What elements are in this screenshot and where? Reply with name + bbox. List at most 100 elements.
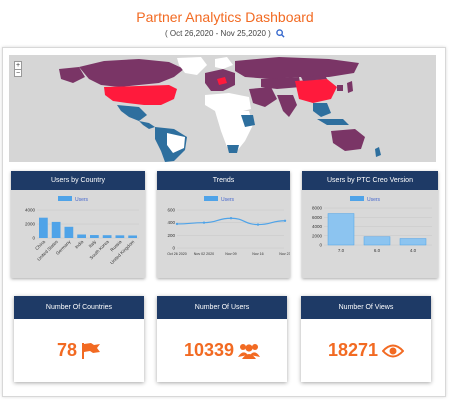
country-bar bbox=[90, 235, 99, 238]
page-title: Partner Analytics Dashboard bbox=[136, 9, 314, 25]
country-xtick-label: Italy bbox=[88, 239, 98, 249]
world-map-svg bbox=[59, 57, 381, 162]
map-region-usa[interactable] bbox=[104, 85, 177, 105]
map-region-germany[interactable] bbox=[217, 77, 227, 85]
eye-icon bbox=[381, 344, 405, 358]
trends-point bbox=[202, 221, 206, 224]
map-region-korea[interactable] bbox=[337, 85, 343, 91]
users-count: 10339 bbox=[183, 340, 235, 360]
date-range-label: ( Oct 26,2020 - Nov 25,2020 ) bbox=[164, 29, 271, 38]
version-ytick-label: 8000 bbox=[312, 206, 323, 211]
trends-legend-label: Users bbox=[221, 197, 235, 203]
map-region-central-america[interactable] bbox=[139, 121, 155, 129]
map-region-southeast-asia[interactable] bbox=[313, 103, 331, 117]
trends-ytick-label: 200 bbox=[167, 233, 175, 238]
country-bar bbox=[115, 235, 125, 238]
country-bar bbox=[77, 234, 86, 238]
map-region-australia[interactable] bbox=[331, 129, 365, 151]
country-xtick-label: Germany bbox=[55, 239, 72, 256]
countries-card: Number Of Countries 78 bbox=[14, 296, 144, 382]
map-region-india[interactable] bbox=[277, 95, 297, 117]
version-bar bbox=[327, 213, 355, 246]
views-card-value-wrap: 18271 bbox=[301, 340, 431, 361]
version-xtick-label: 7.0 bbox=[338, 248, 345, 253]
map-zoom-control: + − bbox=[14, 61, 22, 77]
map-region-scandinavia[interactable] bbox=[215, 57, 233, 69]
version-bar bbox=[363, 236, 391, 246]
country-bar bbox=[51, 221, 61, 238]
country-legend-swatch bbox=[58, 196, 72, 201]
country-ytick-label: 0 bbox=[32, 236, 35, 241]
country-xtick-label: India bbox=[74, 239, 85, 250]
country-bar bbox=[39, 217, 48, 238]
map-region-east-africa[interactable] bbox=[241, 115, 255, 127]
trends-xtick-label: Nov 09 bbox=[225, 252, 236, 256]
country-bar bbox=[64, 226, 74, 238]
views-count: 18271 bbox=[327, 340, 379, 360]
map-region-mexico[interactable] bbox=[117, 105, 147, 121]
map-region-canada[interactable] bbox=[79, 59, 184, 87]
date-range: ( Oct 26,2020 - Nov 25,2020 ) bbox=[0, 29, 450, 38]
map-region-middle-east[interactable] bbox=[249, 87, 277, 107]
country-bar bbox=[128, 235, 137, 238]
countries-count: 78 bbox=[56, 340, 78, 360]
map-region-china[interactable] bbox=[295, 79, 337, 103]
map-region-central-asia[interactable] bbox=[261, 77, 301, 89]
countries-card-value-wrap: 78 bbox=[14, 340, 144, 361]
version-ytick-label: 0 bbox=[319, 243, 322, 248]
countries-card-title: Number Of Countries bbox=[14, 296, 144, 319]
trends-xtick-label: Nov 16 bbox=[252, 252, 263, 256]
country-ytick-label: 2000 bbox=[25, 222, 36, 227]
version-legend-label: Users bbox=[367, 197, 381, 203]
users-by-version-panel: Users by PTC Creo Version Users 8000 6000 4… bbox=[302, 171, 438, 278]
map-region-mongolia[interactable] bbox=[301, 75, 327, 81]
map-region-north-africa[interactable] bbox=[205, 93, 251, 113]
users-icon bbox=[238, 344, 261, 359]
trends-xtick-label: Nov 23 bbox=[279, 252, 290, 256]
map-region-brazil[interactable] bbox=[167, 133, 185, 153]
zoom-out-button[interactable]: − bbox=[15, 69, 21, 77]
world-map[interactable]: + − bbox=[9, 55, 436, 162]
map-region-russia[interactable] bbox=[235, 57, 359, 79]
map-region-japan[interactable] bbox=[347, 81, 353, 93]
country-ytick-label: 4000 bbox=[25, 208, 36, 213]
trends-point bbox=[175, 222, 179, 226]
flag-icon bbox=[82, 343, 101, 359]
users-by-version-chart: Users 8000 6000 4000 2000 0 7.0 6.0 4.0 bbox=[312, 196, 432, 253]
trends-ytick-label: 600 bbox=[167, 208, 175, 213]
version-xtick-label: 6.0 bbox=[374, 248, 381, 253]
users-by-version-title: Users by PTC Creo Version bbox=[302, 171, 438, 190]
users-card: Number Of Users 10339 bbox=[157, 296, 287, 382]
trends-point bbox=[229, 217, 233, 220]
dashboard-header: Partner Analytics Dashboard ( Oct 26,202… bbox=[0, 0, 450, 48]
version-bar bbox=[399, 238, 427, 246]
map-region-greenland[interactable] bbox=[177, 57, 207, 75]
map-region-south-africa[interactable] bbox=[227, 145, 239, 153]
trends-panel: Trends Users 600 400 200 0 Oct 26 2020 Nov 02 … bbox=[157, 171, 290, 278]
country-bar bbox=[102, 235, 112, 238]
trends-ytick-label: 0 bbox=[172, 246, 175, 251]
trends-legend-swatch bbox=[204, 196, 218, 201]
map-region-new-zealand[interactable] bbox=[375, 147, 381, 157]
users-card-title: Number Of Users bbox=[157, 296, 287, 319]
map-region-indonesia[interactable] bbox=[317, 119, 349, 125]
zoom-in-button[interactable]: + bbox=[15, 62, 21, 69]
version-ytick-label: 2000 bbox=[312, 233, 323, 238]
map-region-alaska[interactable] bbox=[59, 67, 85, 83]
trends-point bbox=[256, 223, 260, 226]
views-card: Number Of Views 18271 bbox=[301, 296, 431, 382]
trends-xtick-label: Oct 26 2020 bbox=[167, 252, 187, 256]
search-icon[interactable] bbox=[276, 29, 285, 38]
trends-xtick-label: Nov 02 2020 bbox=[194, 252, 214, 256]
trends-ytick-label: 400 bbox=[167, 220, 175, 225]
version-xtick-label: 4.0 bbox=[410, 248, 417, 253]
users-by-country-panel: Users by Country Users 4000 2000 0 China Unit… bbox=[11, 171, 145, 278]
version-legend-swatch bbox=[350, 196, 364, 201]
version-ytick-label: 6000 bbox=[312, 215, 323, 220]
views-card-title: Number Of Views bbox=[301, 296, 431, 319]
version-ytick-label: 4000 bbox=[312, 224, 323, 229]
users-card-value-wrap: 10339 bbox=[157, 340, 287, 361]
country-legend-label: Users bbox=[75, 197, 89, 203]
